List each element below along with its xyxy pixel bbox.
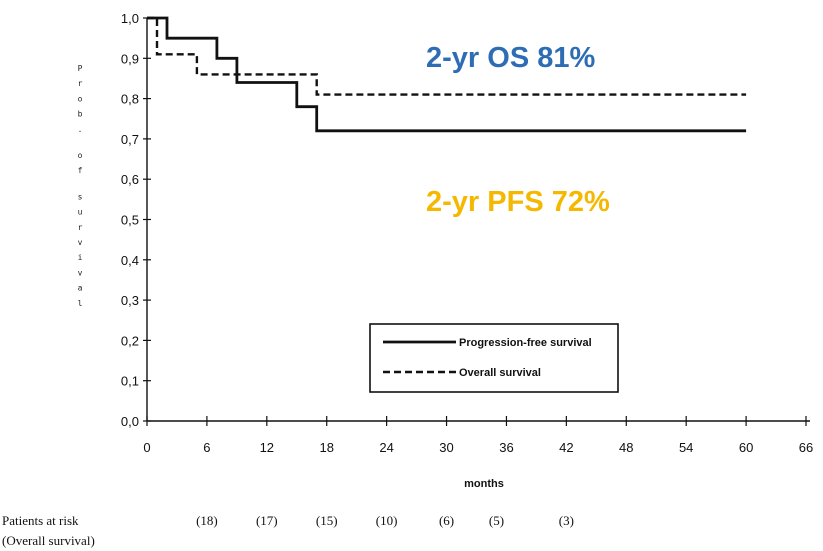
legend-label: Progression-free survival xyxy=(459,337,592,349)
y-tick-label: 0,5 xyxy=(121,213,139,228)
y-tick-label: 0,0 xyxy=(121,414,139,429)
y-tick-labels: 0,0 0,1 0,2 0,3 0,4 0,5 0,6 0,7 0,8 0,9 1,0 xyxy=(121,11,151,429)
y-tick-label: 0,6 xyxy=(121,172,139,187)
y-label-char: b xyxy=(78,110,83,119)
risk-count: (18) xyxy=(196,513,218,528)
x-axis-label: months xyxy=(464,478,504,490)
x-tick-label: 6 xyxy=(203,440,210,455)
annotation-os: 2-yr OS 81% xyxy=(426,42,595,74)
y-label-char: u xyxy=(78,208,83,217)
y-label-char: P xyxy=(78,64,83,73)
y-tick-label: 0,3 xyxy=(121,293,139,308)
y-label-char: v xyxy=(78,238,83,247)
legend-box xyxy=(369,323,619,393)
y-label-char: v xyxy=(78,268,83,277)
progression-free-survival-line xyxy=(147,16,747,133)
y-tick-label: 0,4 xyxy=(121,253,139,268)
y-label-char: r xyxy=(78,79,83,88)
risk-table: Patients at risk (Overall survival) (18) (1… xyxy=(2,513,574,548)
y-label-char: a xyxy=(78,284,83,293)
x-tick-label: 60 xyxy=(739,440,753,455)
risk-count: (17) xyxy=(256,513,278,528)
y-tick-label: 0,8 xyxy=(121,92,139,107)
y-tick-label: 0,2 xyxy=(121,333,139,348)
x-tick-label: 30 xyxy=(439,440,453,455)
risk-table-label: Patients at risk xyxy=(2,513,79,528)
y-label-char: r xyxy=(78,223,83,232)
y-tick-label: 0,1 xyxy=(121,374,139,389)
x-tick-label: 0 xyxy=(143,440,150,455)
y-tick-label: 0,7 xyxy=(121,132,139,147)
legend: Progression-free survival Overall surviva… xyxy=(369,323,619,393)
x-tick-labels: 0 6 12 18 24 30 36 42 48 54 60 66 xyxy=(143,416,813,455)
y-label-char: o xyxy=(78,94,83,103)
y-label-char: o xyxy=(78,151,83,160)
annotation-pfs: 2-yr PFS 72% xyxy=(426,186,610,218)
x-tick-label: 66 xyxy=(799,440,813,455)
risk-count: (3) xyxy=(559,513,574,528)
y-label-char: l xyxy=(78,299,83,308)
risk-count: (6) xyxy=(439,513,454,528)
risk-count: (5) xyxy=(489,513,504,528)
risk-table-sublabel: (Overall survival) xyxy=(2,533,95,548)
series-lines xyxy=(147,16,747,133)
y-tick-label: 0,9 xyxy=(121,51,139,66)
x-tick-label: 36 xyxy=(499,440,513,455)
x-tick-label: 54 xyxy=(679,440,693,455)
y-label-char: f xyxy=(78,166,83,175)
overall-survival-line xyxy=(147,16,747,96)
y-tick-label: 1,0 xyxy=(121,11,139,26)
y-label-char: i xyxy=(78,253,83,262)
x-tick-label: 12 xyxy=(260,440,274,455)
y-label-char: s xyxy=(78,192,83,201)
risk-count: (15) xyxy=(316,513,338,528)
x-tick-label: 48 xyxy=(619,440,633,455)
risk-count: (10) xyxy=(376,513,398,528)
x-tick-label: 24 xyxy=(379,440,393,455)
x-tick-label: 42 xyxy=(559,440,573,455)
x-tick-label: 18 xyxy=(319,440,333,455)
annotations: 2-yr OS 81% 2-yr PFS 72% xyxy=(426,42,610,218)
y-label-char: . xyxy=(78,125,83,134)
legend-label: Overall survival xyxy=(459,367,541,379)
